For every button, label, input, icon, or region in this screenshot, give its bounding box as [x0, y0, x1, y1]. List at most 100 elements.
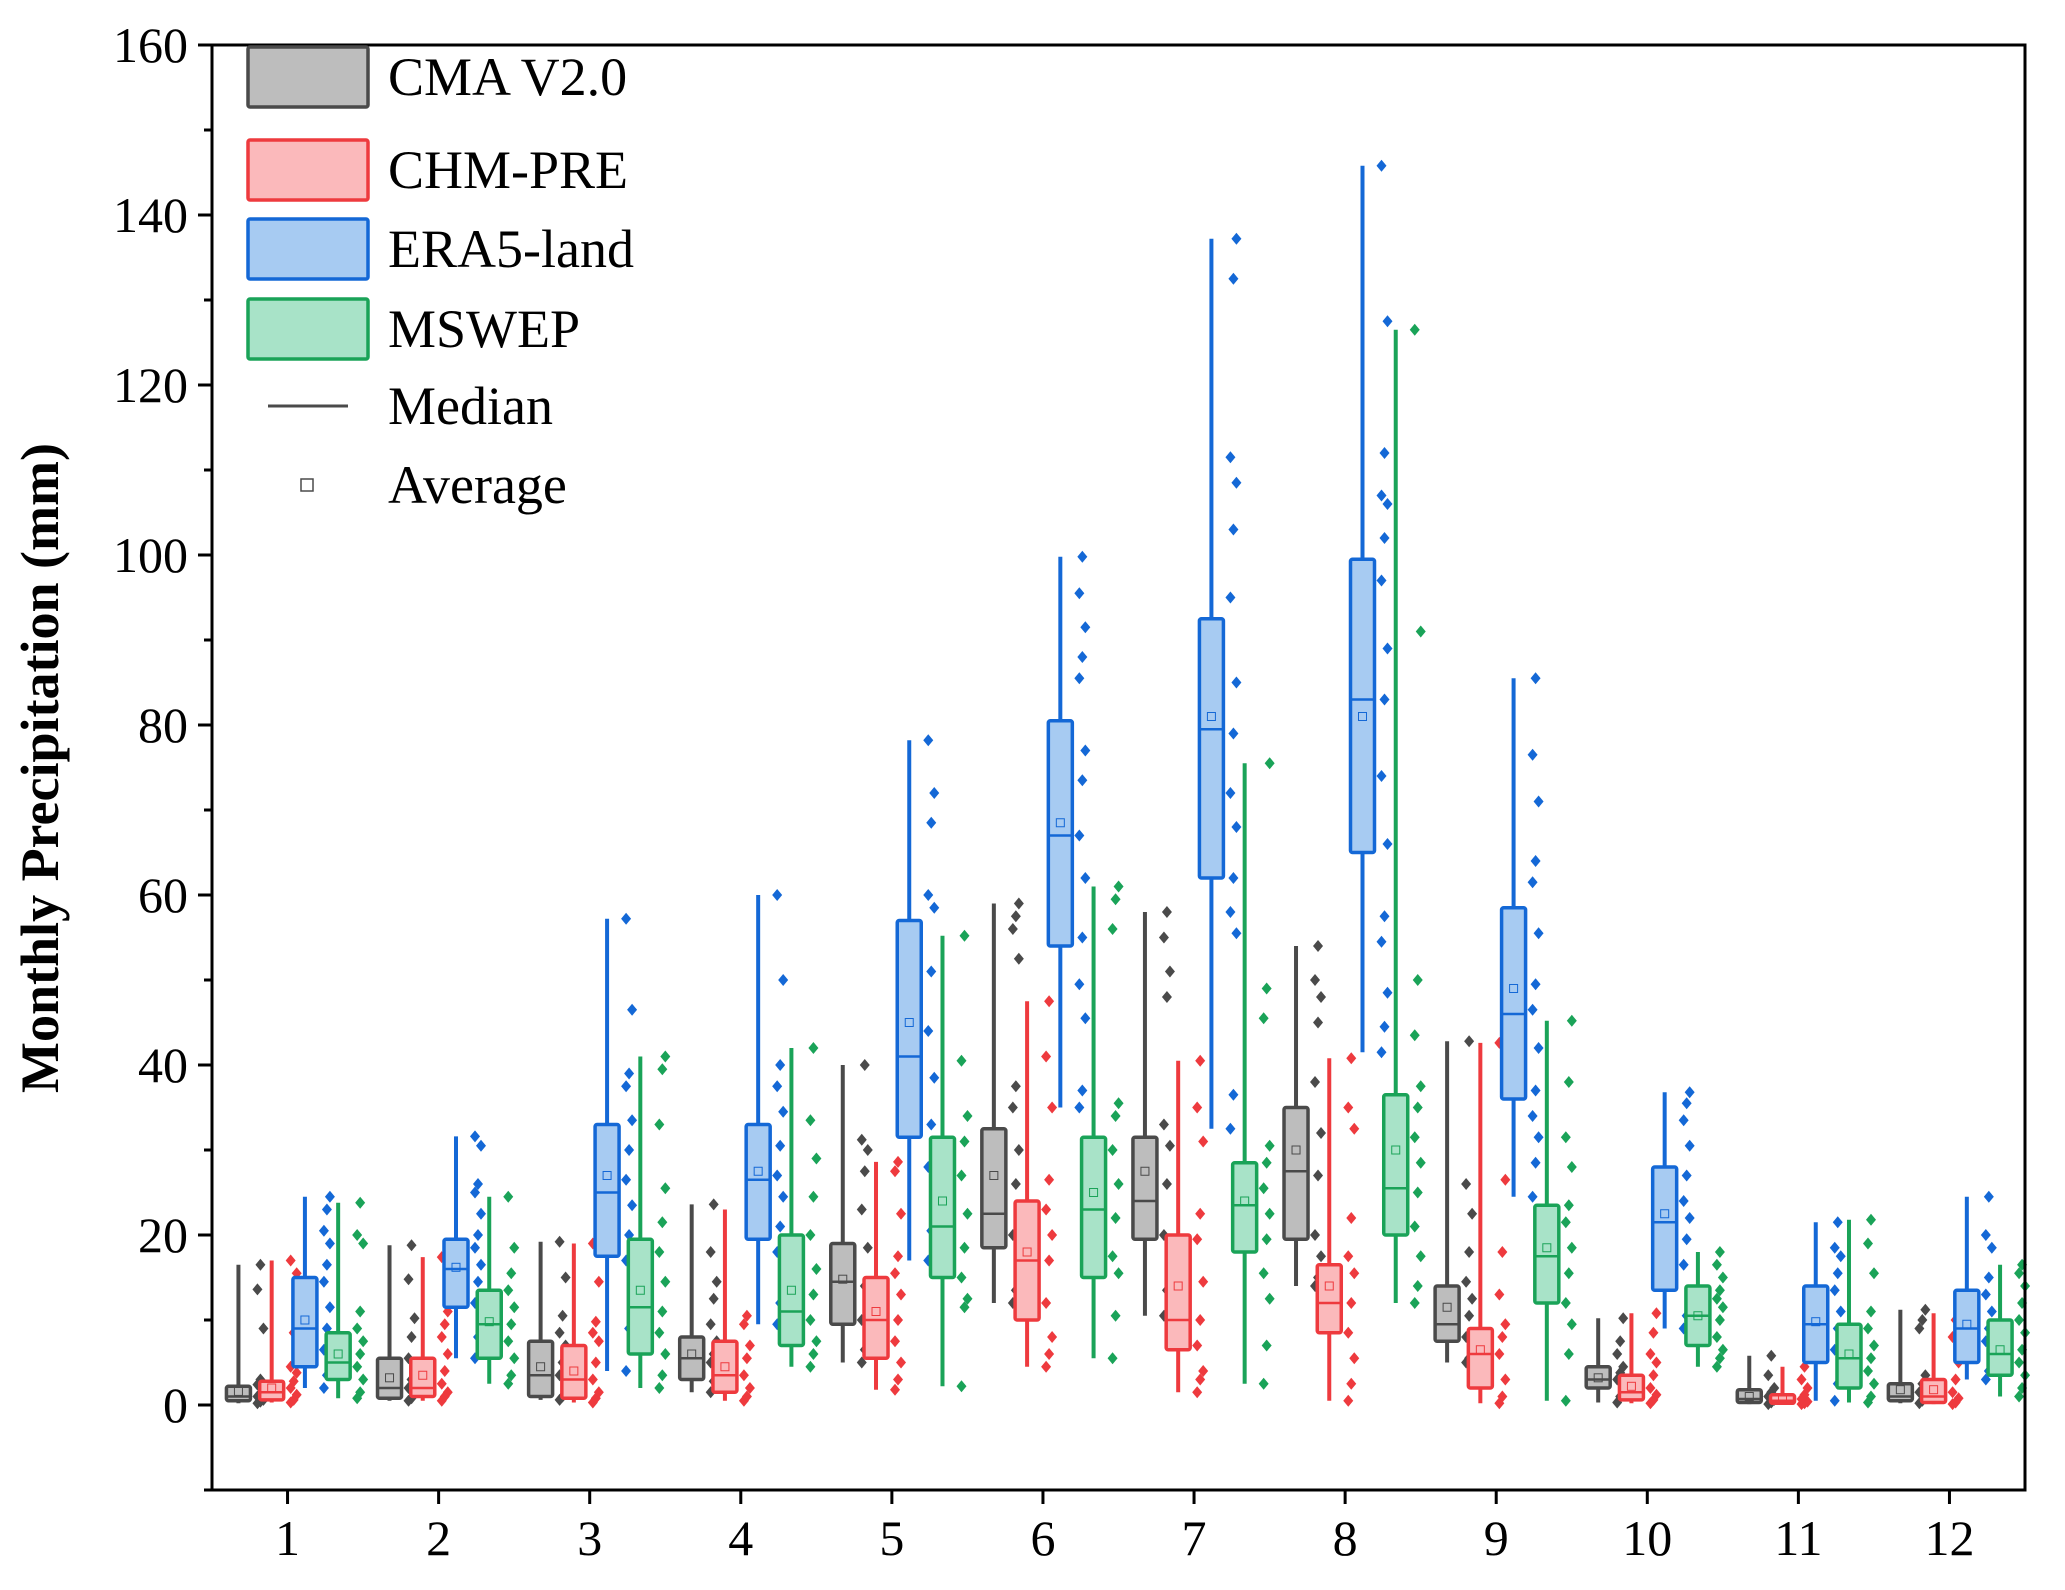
legend-average-marker [300, 478, 314, 492]
legend-swatch [246, 45, 370, 109]
data-point [1349, 1267, 1360, 1280]
data-point [1832, 1216, 1843, 1229]
data-point [1258, 1012, 1269, 1025]
legend-label: CHM-PRE [388, 140, 628, 200]
box [1282, 1105, 1310, 1241]
box [777, 1233, 806, 1348]
x-tick-label: 2 [426, 1510, 451, 1566]
data-point [1113, 1097, 1124, 1110]
data-point [324, 1237, 335, 1250]
data-point [1645, 1348, 1656, 1360]
data-point [657, 1063, 668, 1076]
box-cma-v2-0-month-9 [1433, 1035, 1478, 1369]
data-point [862, 1241, 873, 1254]
data-point [1409, 323, 1420, 336]
box [375, 1356, 404, 1400]
data-point [1714, 1246, 1725, 1258]
box [257, 1379, 286, 1402]
x-tick-label: 9 [1484, 1510, 1509, 1566]
data-point [1494, 1348, 1505, 1360]
data-point [1415, 625, 1426, 638]
mean-marker [937, 1196, 947, 1206]
data-point [1717, 1343, 1728, 1356]
data-point [654, 1246, 665, 1258]
data-point [1080, 744, 1091, 757]
data-point [808, 1190, 819, 1203]
data-point [503, 1190, 514, 1203]
box [1079, 1135, 1108, 1280]
data-point [1829, 1394, 1840, 1407]
mean-marker [1778, 1393, 1788, 1403]
mean-marker [1173, 1281, 1183, 1291]
data-point [1225, 787, 1236, 799]
data-point [1415, 1250, 1426, 1263]
data-point [475, 1139, 486, 1152]
legend-swatch [246, 217, 370, 281]
data-point [624, 1144, 635, 1156]
data-point [1041, 1203, 1052, 1216]
data-point [1158, 931, 1169, 944]
data-point [1376, 935, 1387, 948]
mean-marker [300, 1315, 310, 1325]
data-point [1343, 1250, 1354, 1263]
legend-label: Median [388, 376, 553, 436]
mean-marker [1291, 1145, 1301, 1155]
data-point [1258, 1377, 1269, 1390]
data-point [1264, 757, 1275, 770]
data-point [1198, 1275, 1209, 1288]
mean-marker [687, 1349, 697, 1359]
data-point [321, 1258, 332, 1271]
data-point [962, 1207, 973, 1220]
data-point [890, 1335, 901, 1348]
data-point [1714, 1314, 1725, 1326]
data-point [1527, 1190, 1538, 1203]
data-point [439, 1365, 450, 1377]
box [862, 1275, 890, 1360]
box [1433, 1284, 1461, 1343]
data-point [503, 1335, 514, 1348]
data-point [252, 1283, 263, 1296]
data-point [959, 1241, 970, 1254]
data-point [1409, 1297, 1420, 1309]
data-point [1769, 1382, 1780, 1394]
data-point [2014, 1390, 2025, 1403]
box [1919, 1377, 1948, 1405]
data-point [475, 1258, 486, 1271]
data-point [959, 1135, 970, 1148]
mean-marker [1744, 1392, 1754, 1401]
data-point [469, 1241, 480, 1254]
box-era5-land-month-4 [744, 889, 789, 1331]
data-point [403, 1273, 414, 1286]
data-point [1983, 1271, 1994, 1284]
data-point [506, 1369, 517, 1382]
data-point [352, 1322, 363, 1335]
data-point [1865, 1390, 1876, 1403]
box-chm-pre-month-7 [1164, 1054, 1209, 1399]
data-point [1648, 1326, 1659, 1339]
y-tick-label: 120 [113, 357, 188, 413]
box [1131, 1135, 1159, 1241]
data-point [1107, 1250, 1118, 1263]
data-point [1113, 1178, 1124, 1190]
data-point [1343, 1326, 1354, 1339]
series-era5-land [291, 159, 1997, 1407]
box [560, 1343, 588, 1400]
data-point [1080, 872, 1091, 884]
box-era5-land-month-3 [593, 912, 638, 1377]
box-mswep-month-3 [626, 1050, 671, 1394]
y-tick-label: 80 [138, 697, 188, 753]
mean-marker [1442, 1302, 1452, 1312]
box-mswep-month-7 [1230, 757, 1275, 1390]
data-point [355, 1386, 366, 1399]
box [1986, 1318, 2014, 1377]
data-point [1950, 1373, 1961, 1386]
box-era5-land-month-8 [1348, 159, 1393, 1059]
data-point [1497, 1246, 1508, 1258]
data-point [1346, 1212, 1357, 1224]
data-point [1829, 1241, 1840, 1254]
data-point [318, 1382, 329, 1394]
data-point [1074, 587, 1085, 600]
data-point [929, 901, 940, 914]
data-point [1711, 1292, 1722, 1305]
